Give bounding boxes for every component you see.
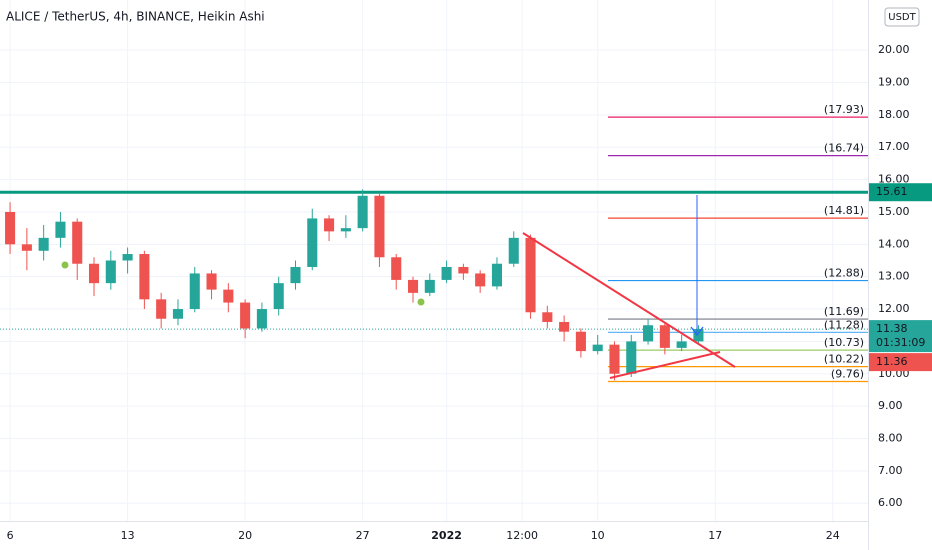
candle-body: [441, 266, 452, 280]
y-tick-label: 20.00: [878, 43, 910, 56]
signal-dot: [417, 298, 425, 306]
candle-body: [575, 331, 586, 352]
candle-body: [592, 344, 603, 352]
candle-body: [105, 260, 116, 284]
y-tick-label: 17.00: [878, 140, 910, 153]
candle-body: [21, 244, 32, 251]
x-tick-label: 20: [238, 529, 252, 542]
x-tick-label: 6: [7, 529, 14, 542]
candle-body: [55, 221, 66, 238]
candle-body: [508, 237, 519, 264]
y-tick-label: 18.00: [878, 108, 910, 121]
projection-arrow: [690, 326, 704, 336]
trendline: [522, 232, 736, 368]
candle-body: [156, 299, 167, 319]
x-tick-label: 17: [708, 529, 722, 542]
candle-body: [5, 211, 16, 245]
level-label: (14.81): [824, 204, 864, 217]
candle-body: [391, 257, 402, 280]
x-tick-label: 12:00: [506, 529, 538, 542]
candle-body: [559, 321, 570, 332]
level-label: (17.93): [824, 103, 864, 116]
level-label: (10.73): [824, 336, 864, 349]
currency-box[interactable]: [884, 7, 920, 27]
signal-dot: [61, 261, 69, 269]
resistance-box: [869, 183, 932, 202]
candle-body: [609, 344, 620, 374]
resistance-price: 15.61: [876, 185, 908, 198]
candle-body: [676, 341, 687, 348]
candle-body: [475, 273, 486, 287]
candle-body: [88, 263, 100, 284]
countdown: 01:31:09: [876, 336, 925, 349]
candle-body: [643, 325, 654, 342]
y-tick-label: 19.00: [878, 76, 910, 89]
level-label: (9.76): [831, 368, 864, 381]
level-label: (16.74): [824, 142, 864, 155]
last-price: 11.38: [876, 322, 908, 335]
candle-body: [659, 325, 670, 348]
chart-title: ALICE / TetherUS, 4h, BINANCE, Heikin As…: [6, 10, 265, 24]
candle-body: [72, 221, 83, 264]
x-tick-label: 13: [121, 529, 135, 542]
x-tick-label: 2022: [431, 529, 462, 542]
candle-body: [357, 195, 368, 229]
candle-body: [340, 228, 351, 232]
y-tick-label: 6.00: [878, 496, 903, 509]
currency[interactable]: USDT: [888, 12, 916, 23]
candle-body: [139, 254, 150, 300]
x-tick-label: 10: [591, 529, 605, 542]
last-price-box: [869, 320, 932, 353]
candle-body: [256, 309, 267, 329]
candle-body: [693, 329, 704, 342]
candle-body: [324, 218, 335, 232]
level-label: (11.69): [824, 305, 864, 318]
candle-body: [491, 263, 502, 287]
candle-body: [525, 237, 536, 313]
ask-price: 11.36: [876, 355, 908, 368]
candle-body: [38, 237, 49, 251]
candle-body: [458, 266, 469, 274]
level-label: (10.22): [824, 353, 864, 366]
candle-body: [189, 273, 200, 310]
candle-body: [424, 279, 435, 293]
candle-body: [172, 309, 184, 319]
y-tick-label: 16.00: [878, 173, 910, 186]
ask-price-box: [869, 353, 932, 372]
candle-body: [307, 218, 318, 267]
candle-body: [290, 266, 301, 284]
candle-body: [223, 289, 234, 303]
candle-body: [626, 341, 637, 374]
candle-body: [206, 273, 217, 290]
trendline: [609, 351, 721, 379]
level-label: (12.88): [824, 267, 864, 280]
y-tick-label: 9.00: [878, 399, 903, 412]
candle-body: [374, 195, 385, 258]
candle-body: [273, 283, 284, 310]
candle-body: [122, 254, 133, 261]
x-tick-label: 27: [356, 529, 370, 542]
y-tick-label: 15.00: [878, 205, 910, 218]
plot: 6.007.008.009.0010.0011.0012.0013.0014.0…: [0, 0, 910, 542]
x-tick-label: 24: [826, 529, 840, 542]
candle-body: [407, 279, 419, 293]
candle-body: [542, 312, 553, 322]
y-tick-label: 14.00: [878, 237, 910, 250]
y-tick-label: 12.00: [878, 302, 910, 315]
y-tick-label: 7.00: [878, 464, 903, 477]
level-label: (11.28): [824, 318, 864, 331]
y-tick-label: 13.00: [878, 270, 910, 283]
y-tick-label: 8.00: [878, 431, 903, 444]
candle-body: [240, 302, 251, 329]
